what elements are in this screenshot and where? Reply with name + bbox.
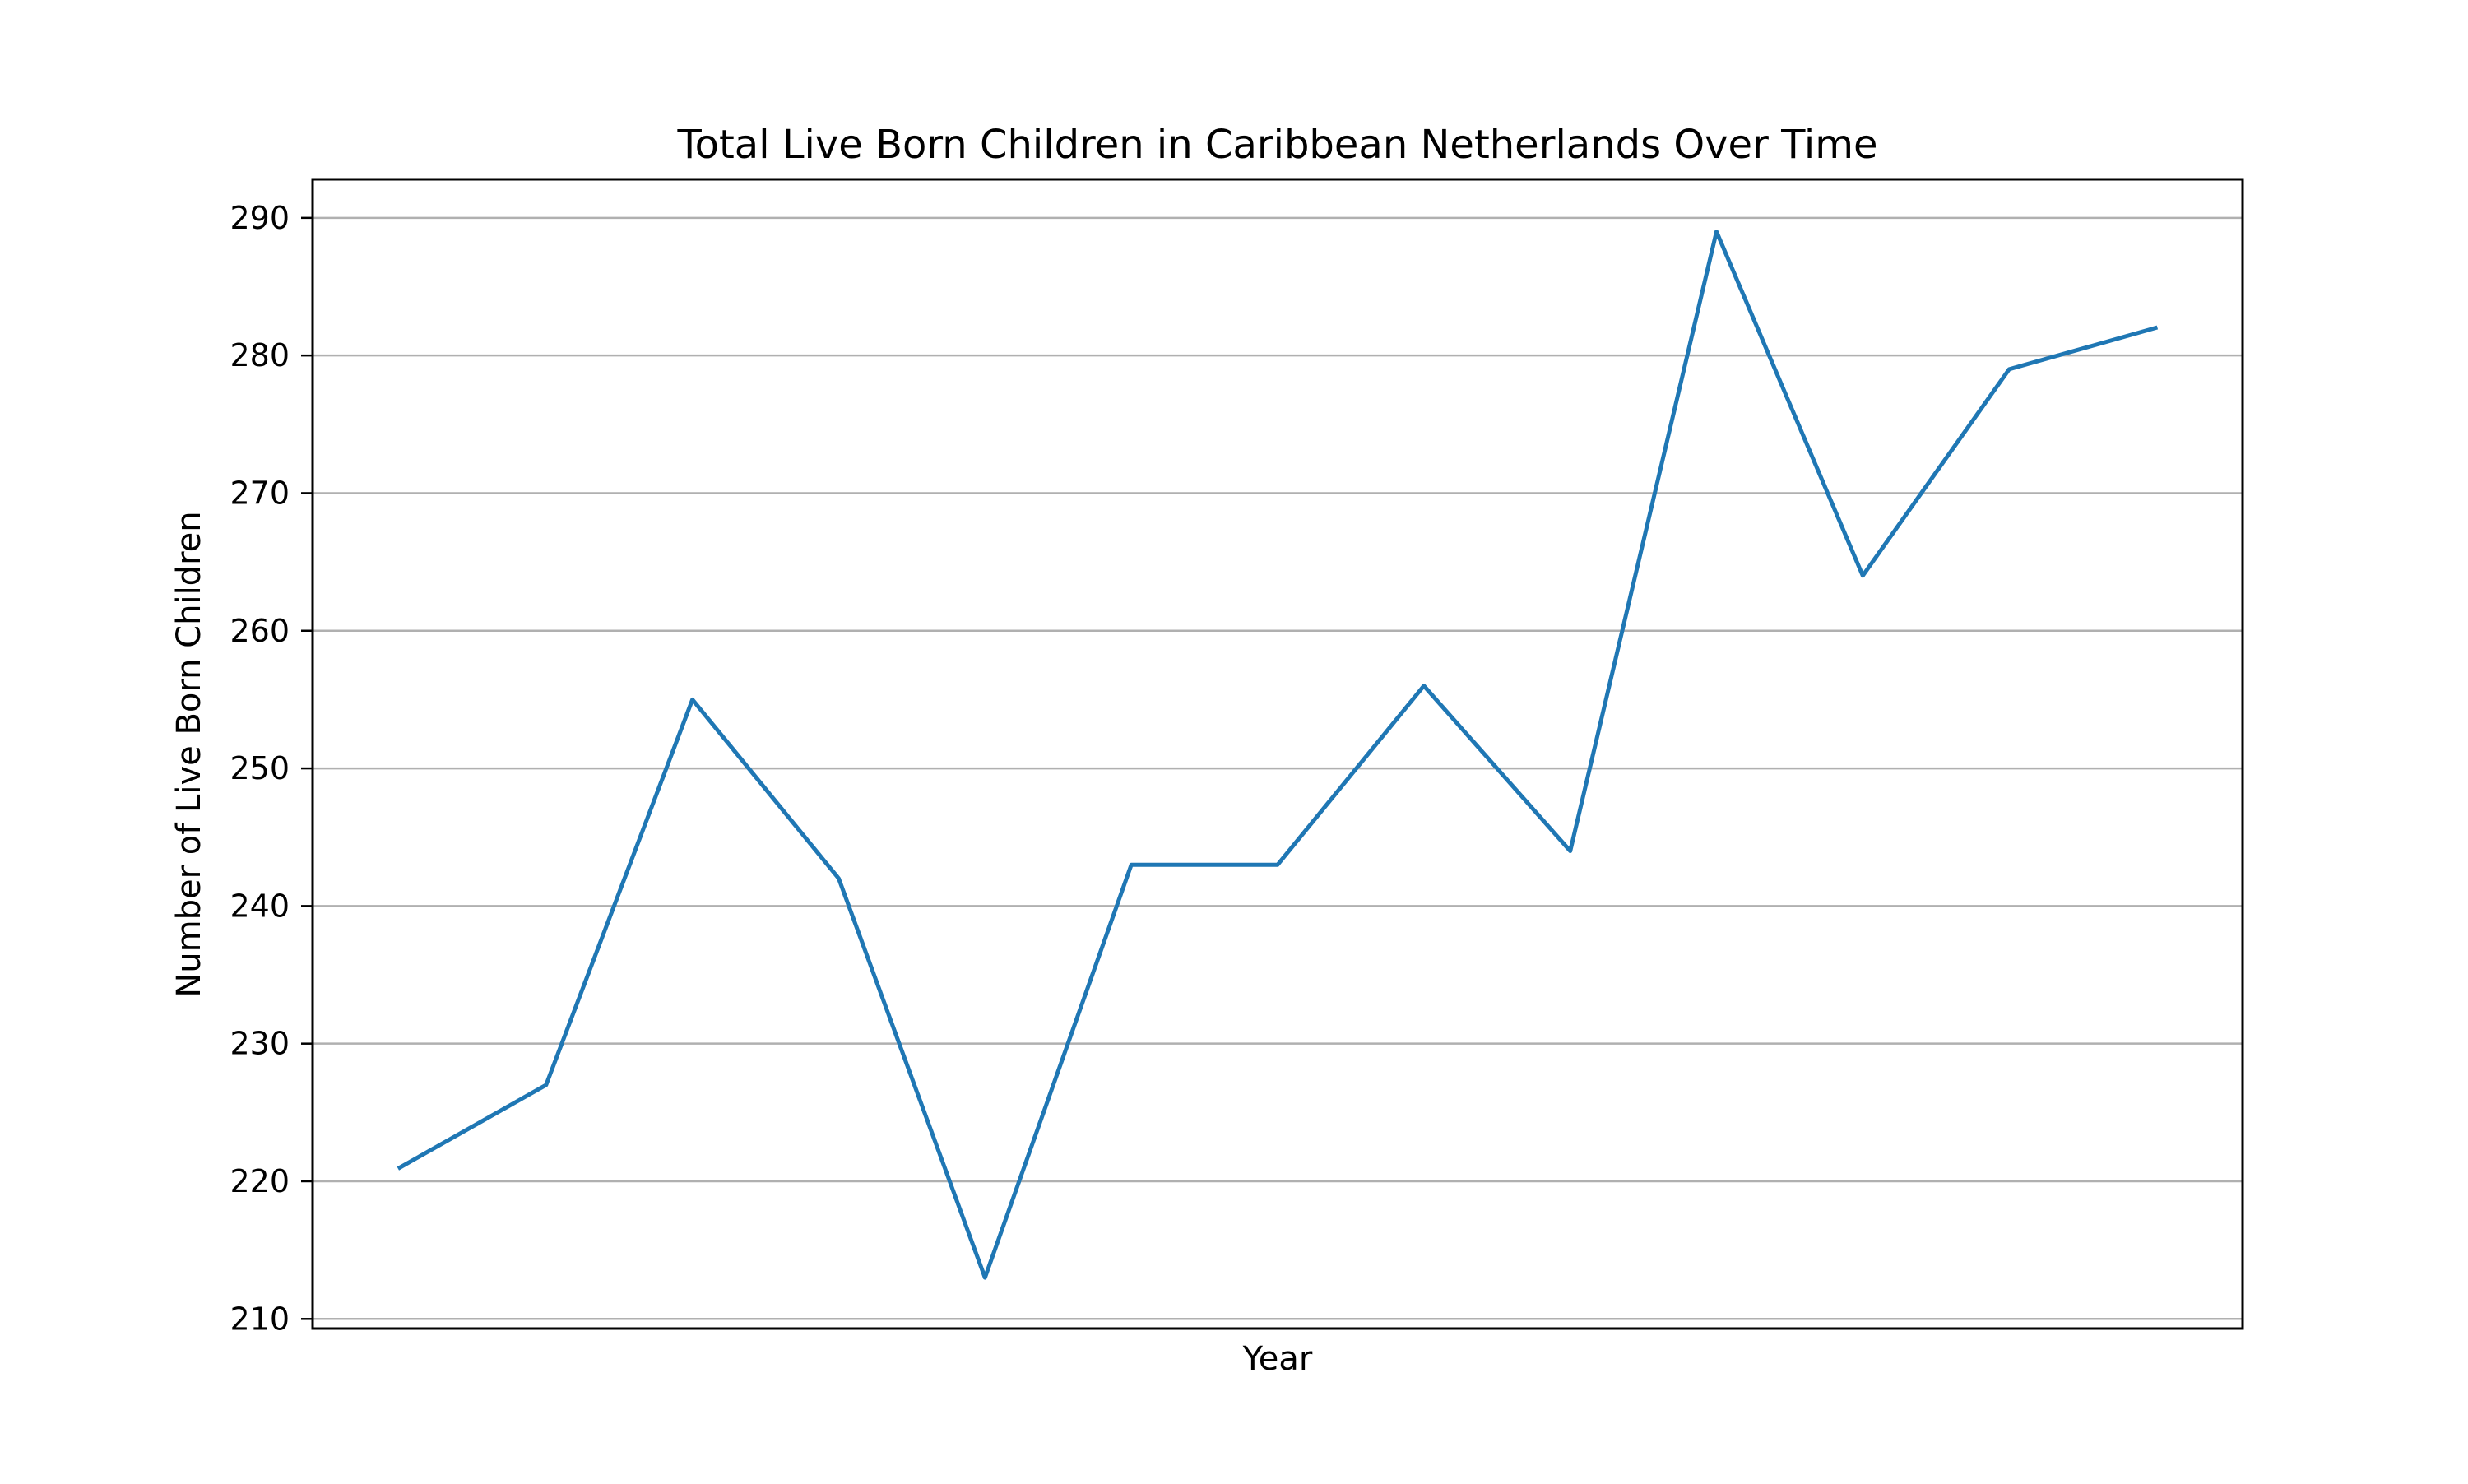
y-tick-label: 240 — [230, 888, 290, 924]
y-tick-label: 220 — [230, 1163, 290, 1199]
x-axis-label: Year — [1242, 1340, 1313, 1378]
plot-frame — [311, 178, 2244, 1330]
y-axis-ticks: 210 220 230 240 250 260 270 280 290 — [230, 200, 313, 1337]
y-tick-label: 230 — [230, 1026, 290, 1062]
y-tick-label: 260 — [230, 613, 290, 649]
grid-lines — [313, 216, 2243, 1320]
series-layer — [397, 230, 2159, 1280]
y-axis-label: Number of Live Born Children — [170, 511, 208, 997]
y-tick-label: 290 — [230, 200, 290, 236]
series-line — [397, 230, 2159, 1280]
chart-title: Total Live Born Children in Caribbean Ne… — [676, 122, 1877, 168]
y-tick-label: 280 — [230, 337, 290, 373]
y-tick-label: 270 — [230, 475, 290, 511]
y-tick-label: 210 — [230, 1301, 290, 1337]
y-tick-label: 250 — [230, 750, 290, 786]
